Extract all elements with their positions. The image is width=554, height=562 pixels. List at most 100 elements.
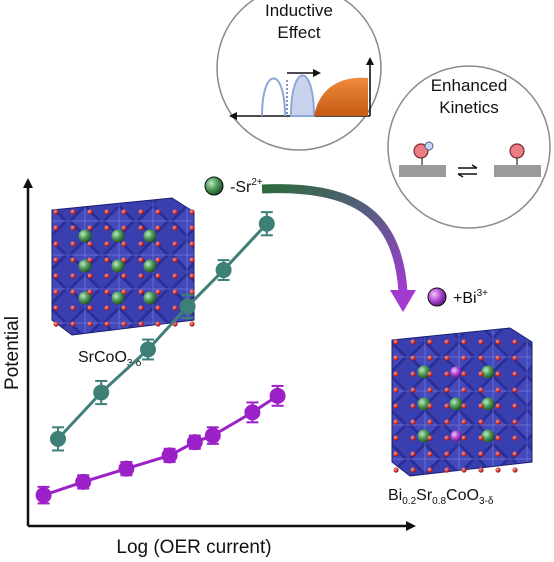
oxygen-atom: [410, 403, 416, 409]
oxygen-atom: [512, 403, 518, 409]
doped-crystal-structure: [391, 327, 533, 477]
oxygen-atom: [410, 355, 416, 361]
oxygen-atom: [393, 403, 399, 409]
oxygen-atom: [410, 451, 416, 457]
oxygen-atom: [478, 387, 484, 393]
oxygen-atom: [172, 241, 178, 247]
oxygen-atom: [495, 355, 501, 361]
oxygen-atom: [104, 321, 110, 327]
parent-sr-ions: [78, 229, 157, 305]
oxygen-atom: [478, 339, 484, 345]
oxygen-atom: [495, 339, 501, 345]
oxygen-atom: [121, 209, 127, 215]
parent-oxygen-atoms: [53, 209, 195, 327]
oxygen-atom: [172, 257, 178, 263]
oxygen-atom: [461, 371, 467, 377]
oxygen-atom: [461, 339, 467, 345]
oxygen-atom: [172, 225, 178, 231]
oxygen-atom: [138, 257, 144, 263]
inductive-effect-bubble: Inductive Effect: [216, 0, 382, 151]
oxygen-atom: [121, 305, 127, 311]
sr-ion: [78, 291, 92, 305]
substitution-arrow: [261, 184, 416, 312]
oxygen-atom: [104, 209, 110, 215]
inductive-title-line1: Inductive: [265, 1, 333, 20]
oxygen-atom: [427, 371, 433, 377]
oxygen-atom: [478, 371, 484, 377]
data-point: [204, 427, 221, 444]
oxygen-atom: [495, 419, 501, 425]
data-point: [140, 341, 156, 358]
oxygen-atom: [189, 209, 195, 215]
oxygen-atom: [393, 467, 399, 473]
oxygen-atom: [427, 387, 433, 393]
oxygen-atom: [121, 257, 127, 263]
oxygen-atom: [70, 321, 76, 327]
data-point: [75, 473, 92, 490]
data-point: [258, 215, 275, 232]
oxygen-atom: [461, 451, 467, 457]
oxygen-atom: [512, 451, 518, 457]
oxygen-atom: [87, 321, 93, 327]
sr-ion: [143, 259, 157, 273]
oxygen-atom: [461, 403, 467, 409]
sr-ion: [78, 259, 92, 273]
oxygen-atom: [444, 387, 450, 393]
oxygen-atom: [189, 225, 195, 231]
oxygen-atom: [53, 225, 59, 231]
oxygen-atom: [495, 387, 501, 393]
oxygen-atom: [121, 321, 127, 327]
oxygen-atom: [155, 321, 161, 327]
oxygen-atom: [444, 419, 450, 425]
oxygen-atom: [495, 467, 501, 473]
oxygen-atom: [70, 305, 76, 311]
oxygen-atom: [87, 241, 93, 247]
oxygen-atom: [427, 435, 433, 441]
oxygen-atom: [155, 241, 161, 247]
oxygen-atom: [393, 435, 399, 441]
adsorbate-right: [494, 143, 541, 177]
oxygen-atom: [70, 273, 76, 279]
data-point: [244, 404, 261, 421]
sr-ion: [111, 291, 125, 305]
oxygen-atom: [512, 435, 518, 441]
svg-text:+Bi3+: +Bi3+: [453, 288, 488, 307]
sr-ion: [449, 397, 463, 411]
oxygen-atom: [444, 403, 450, 409]
oxygen-atom: [87, 257, 93, 263]
oxygen-atom: [512, 419, 518, 425]
bi-ion: [450, 430, 462, 442]
doped-oxygen-atoms: [393, 339, 518, 473]
data-point: [35, 487, 52, 504]
series-2: [35, 384, 286, 505]
oxygen-atom: [189, 321, 195, 327]
parent-crystal-structure: [51, 197, 195, 336]
equilibrium-arrows-icon: [457, 164, 478, 178]
oxygen-atom: [138, 305, 144, 311]
oxygen-atom: [410, 387, 416, 393]
oxygen-atom: [189, 273, 195, 279]
oxygen-atom: [461, 355, 467, 361]
sr-ion: [111, 259, 125, 273]
inductive-title-line2: Effect: [277, 23, 320, 42]
oxygen-atom: [427, 355, 433, 361]
sr-ion: [143, 229, 157, 243]
adsorbate-left: [399, 141, 446, 177]
oxygen-atom: [393, 371, 399, 377]
oxygen-atom: [155, 225, 161, 231]
oxygen-atom: [70, 241, 76, 247]
oxygen-atom: [104, 257, 110, 263]
oxygen-atom: [138, 209, 144, 215]
oxygen-atom: [444, 435, 450, 441]
data-point: [50, 430, 66, 447]
bi-ion-icon: [427, 287, 447, 307]
enhanced-kinetics-bubble: Enhanced Kinetics: [387, 65, 551, 229]
oxygen-atom: [53, 257, 59, 263]
oxygen-atom: [444, 355, 450, 361]
bi-ion: [450, 366, 462, 378]
oxygen-atom: [172, 305, 178, 311]
oxygen-atom: [138, 289, 144, 295]
sr-ion: [417, 365, 431, 379]
data-point: [215, 262, 232, 279]
